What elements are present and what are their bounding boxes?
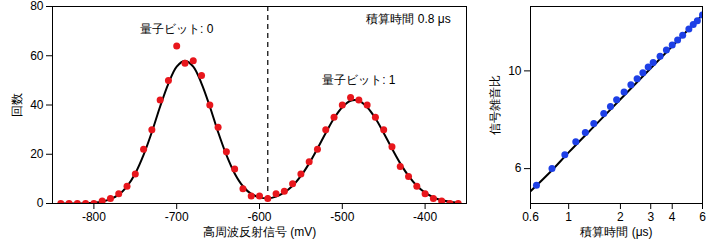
svg-text:積算時間 0.8 μs: 積算時間 0.8 μs bbox=[366, 12, 450, 26]
svg-text:積算時間 (μs): 積算時間 (μs) bbox=[580, 225, 652, 239]
svg-text:1: 1 bbox=[565, 210, 572, 224]
svg-text:3: 3 bbox=[647, 210, 654, 224]
svg-text:0.6: 0.6 bbox=[522, 210, 539, 224]
svg-text:-400: -400 bbox=[413, 210, 437, 224]
svg-text:6: 6 bbox=[699, 210, 706, 224]
svg-text:回数: 回数 bbox=[10, 93, 24, 117]
svg-text:-600: -600 bbox=[247, 210, 271, 224]
svg-text:6: 6 bbox=[515, 161, 522, 175]
svg-text:信号雑音比: 信号雑音比 bbox=[488, 75, 502, 135]
svg-text:量子ビット: 1: 量子ビット: 1 bbox=[322, 73, 396, 87]
svg-text:20: 20 bbox=[30, 147, 44, 161]
svg-text:-500: -500 bbox=[330, 210, 354, 224]
svg-text:-700: -700 bbox=[165, 210, 189, 224]
svg-text:-800: -800 bbox=[82, 210, 106, 224]
svg-text:高周波反射信号 (mV): 高周波反射信号 (mV) bbox=[203, 225, 316, 239]
svg-text:80: 80 bbox=[30, 0, 44, 13]
svg-text:2: 2 bbox=[617, 210, 624, 224]
svg-text:40: 40 bbox=[30, 98, 44, 112]
svg-text:10: 10 bbox=[508, 64, 522, 78]
svg-text:60: 60 bbox=[30, 49, 44, 63]
svg-text:量子ビット: 0: 量子ビット: 0 bbox=[140, 22, 214, 36]
svg-text:4: 4 bbox=[669, 210, 676, 224]
svg-text:0: 0 bbox=[37, 196, 44, 210]
